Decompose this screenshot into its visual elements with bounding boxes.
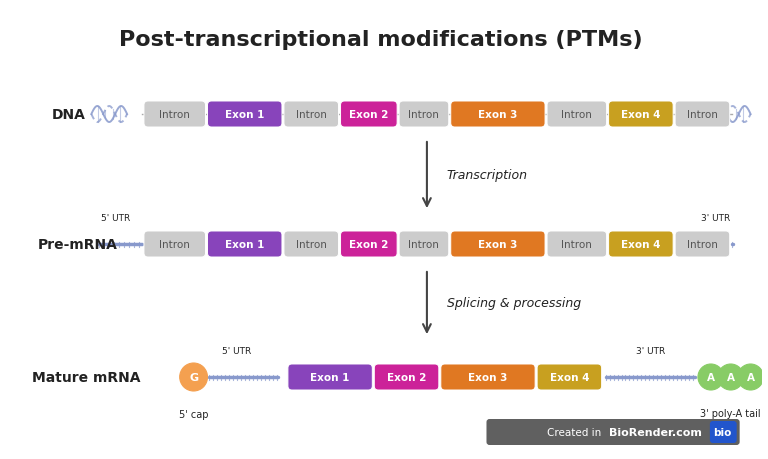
Text: Mature mRNA: Mature mRNA <box>31 370 141 384</box>
FancyBboxPatch shape <box>710 421 737 443</box>
Circle shape <box>718 364 743 390</box>
Text: 5' UTR: 5' UTR <box>222 346 251 355</box>
Text: Exon 4: Exon 4 <box>550 372 589 382</box>
Text: Exon 4: Exon 4 <box>621 240 660 249</box>
FancyBboxPatch shape <box>608 231 673 257</box>
Text: A: A <box>707 372 715 382</box>
Text: Intron: Intron <box>687 110 718 120</box>
Text: Created in: Created in <box>547 427 604 437</box>
Text: A: A <box>746 372 755 382</box>
FancyBboxPatch shape <box>547 231 607 257</box>
FancyBboxPatch shape <box>374 364 439 390</box>
Text: Intron: Intron <box>409 110 439 120</box>
Circle shape <box>180 363 207 391</box>
FancyBboxPatch shape <box>207 102 282 128</box>
Text: BioRender.com: BioRender.com <box>609 427 702 437</box>
FancyBboxPatch shape <box>144 231 206 257</box>
Text: Intron: Intron <box>159 110 190 120</box>
Text: Intron: Intron <box>561 110 592 120</box>
Text: Intron: Intron <box>159 240 190 249</box>
FancyBboxPatch shape <box>441 364 535 390</box>
FancyBboxPatch shape <box>675 102 730 128</box>
Text: Splicing & processing: Splicing & processing <box>447 297 581 310</box>
Text: 5' cap: 5' cap <box>179 409 208 419</box>
Text: Intron: Intron <box>296 110 326 120</box>
FancyBboxPatch shape <box>399 231 449 257</box>
Text: 5' UTR: 5' UTR <box>101 213 131 223</box>
FancyBboxPatch shape <box>340 102 397 128</box>
FancyBboxPatch shape <box>340 231 397 257</box>
Text: Exon 1: Exon 1 <box>310 372 349 382</box>
Text: Exon 4: Exon 4 <box>621 110 660 120</box>
Text: Exon 1: Exon 1 <box>225 110 264 120</box>
Text: Intron: Intron <box>296 240 326 249</box>
Text: Intron: Intron <box>687 240 718 249</box>
Text: Exon 3: Exon 3 <box>478 240 518 249</box>
Text: Exon 2: Exon 2 <box>387 372 426 382</box>
FancyBboxPatch shape <box>537 364 601 390</box>
FancyBboxPatch shape <box>399 102 449 128</box>
Text: Exon 2: Exon 2 <box>349 110 389 120</box>
FancyBboxPatch shape <box>284 102 339 128</box>
Text: Post-transcriptional modifications (PTMs): Post-transcriptional modifications (PTMs… <box>120 30 643 50</box>
Text: Intron: Intron <box>561 240 592 249</box>
Circle shape <box>698 364 723 390</box>
Text: Exon 3: Exon 3 <box>468 372 508 382</box>
Text: DNA: DNA <box>51 108 85 122</box>
Text: 3' poly-A tail: 3' poly-A tail <box>700 408 761 418</box>
Text: Exon 1: Exon 1 <box>225 240 264 249</box>
Text: Pre-mRNA: Pre-mRNA <box>38 237 118 252</box>
Text: Exon 3: Exon 3 <box>478 110 518 120</box>
Text: Intron: Intron <box>409 240 439 249</box>
FancyBboxPatch shape <box>284 231 339 257</box>
Text: G: G <box>189 372 198 382</box>
FancyBboxPatch shape <box>486 419 740 445</box>
FancyBboxPatch shape <box>547 102 607 128</box>
FancyBboxPatch shape <box>288 364 372 390</box>
Text: 3' UTR: 3' UTR <box>701 213 730 223</box>
Text: 3' UTR: 3' UTR <box>636 346 665 355</box>
FancyBboxPatch shape <box>451 102 545 128</box>
FancyBboxPatch shape <box>675 231 730 257</box>
Circle shape <box>738 364 763 390</box>
Text: Exon 2: Exon 2 <box>349 240 389 249</box>
FancyBboxPatch shape <box>144 102 206 128</box>
FancyBboxPatch shape <box>608 102 673 128</box>
FancyBboxPatch shape <box>207 231 282 257</box>
Text: A: A <box>727 372 735 382</box>
FancyBboxPatch shape <box>451 231 545 257</box>
Text: Transcription: Transcription <box>447 169 528 182</box>
Text: bio: bio <box>713 427 732 437</box>
